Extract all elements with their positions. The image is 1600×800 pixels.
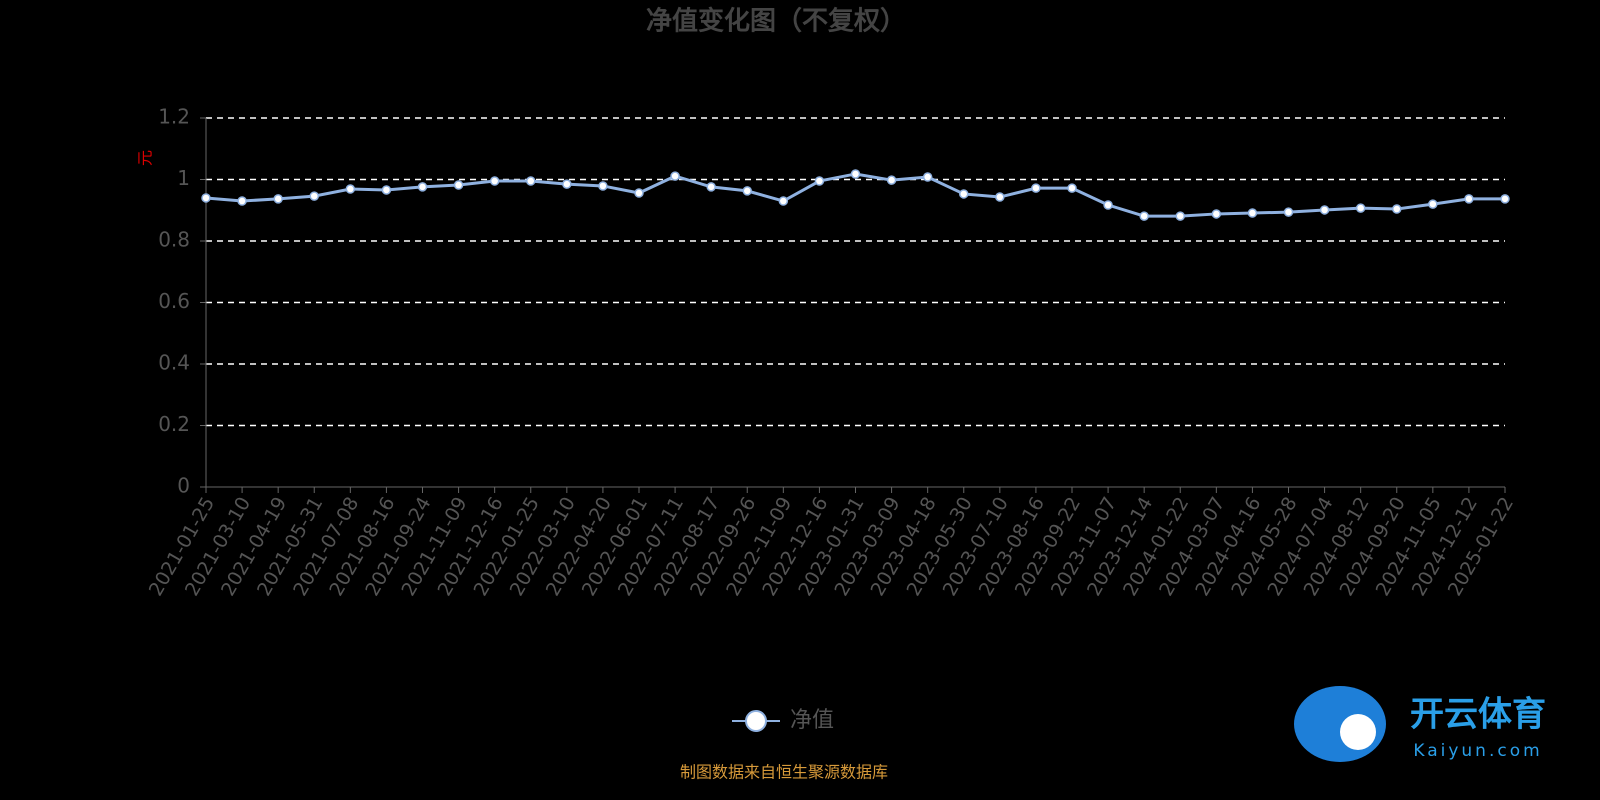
point bbox=[1247, 208, 1258, 218]
y-axis-label: 元 bbox=[136, 150, 155, 166]
point bbox=[381, 185, 392, 195]
y-tick-label: 1 bbox=[177, 166, 190, 190]
point bbox=[598, 181, 608, 191]
point bbox=[1211, 209, 1222, 219]
y-tick-label: 0 bbox=[177, 474, 190, 498]
watermark-brand: 开云体育 bbox=[1410, 695, 1546, 735]
point bbox=[634, 188, 644, 198]
point bbox=[1139, 211, 1149, 221]
point bbox=[959, 189, 969, 199]
y-tick-label: 0.4 bbox=[158, 351, 190, 375]
y-tick-label: 0.8 bbox=[158, 228, 190, 252]
point bbox=[742, 186, 752, 196]
legend-label: 净值 bbox=[790, 708, 834, 733]
point bbox=[1500, 194, 1510, 204]
point bbox=[1067, 183, 1077, 193]
point bbox=[778, 196, 789, 206]
point bbox=[1392, 204, 1402, 214]
point bbox=[1428, 199, 1438, 209]
point bbox=[1319, 205, 1330, 215]
point bbox=[1031, 183, 1041, 193]
point bbox=[850, 169, 861, 179]
point bbox=[706, 182, 716, 192]
point bbox=[526, 176, 536, 186]
watermark-site: Kaiyun.com bbox=[1413, 741, 1542, 761]
point bbox=[1464, 194, 1474, 204]
source-note: 制图数据来自恒生聚源数据库 bbox=[680, 763, 888, 782]
point bbox=[309, 191, 319, 201]
point bbox=[670, 171, 680, 181]
point bbox=[417, 182, 428, 192]
legend-marker bbox=[745, 710, 767, 732]
point bbox=[814, 176, 825, 186]
point bbox=[562, 179, 572, 189]
y-tick-label: 1.2 bbox=[158, 105, 190, 129]
chart-title: 净值变化图（不复权） bbox=[646, 6, 906, 37]
logo-ball bbox=[1340, 714, 1376, 750]
chart: 净值变化图（不复权） 元 制图数据来自恒生聚源数据库 开云体育 Kaiyun.c… bbox=[0, 0, 1568, 784]
point bbox=[1283, 207, 1294, 217]
point bbox=[237, 196, 247, 206]
y-tick-label: 0.2 bbox=[158, 412, 190, 436]
point bbox=[1103, 200, 1113, 210]
point bbox=[1355, 203, 1366, 213]
y-tick-label: 0.6 bbox=[158, 289, 190, 313]
point bbox=[489, 176, 500, 186]
point bbox=[922, 172, 933, 182]
point bbox=[1175, 211, 1185, 221]
point bbox=[886, 175, 897, 185]
point bbox=[201, 193, 211, 203]
point bbox=[453, 180, 464, 190]
watermark: 开云体育 Kaiyun.com bbox=[1294, 686, 1546, 762]
point bbox=[345, 184, 356, 194]
point bbox=[273, 194, 283, 204]
point bbox=[995, 192, 1005, 202]
background bbox=[0, 0, 1568, 784]
